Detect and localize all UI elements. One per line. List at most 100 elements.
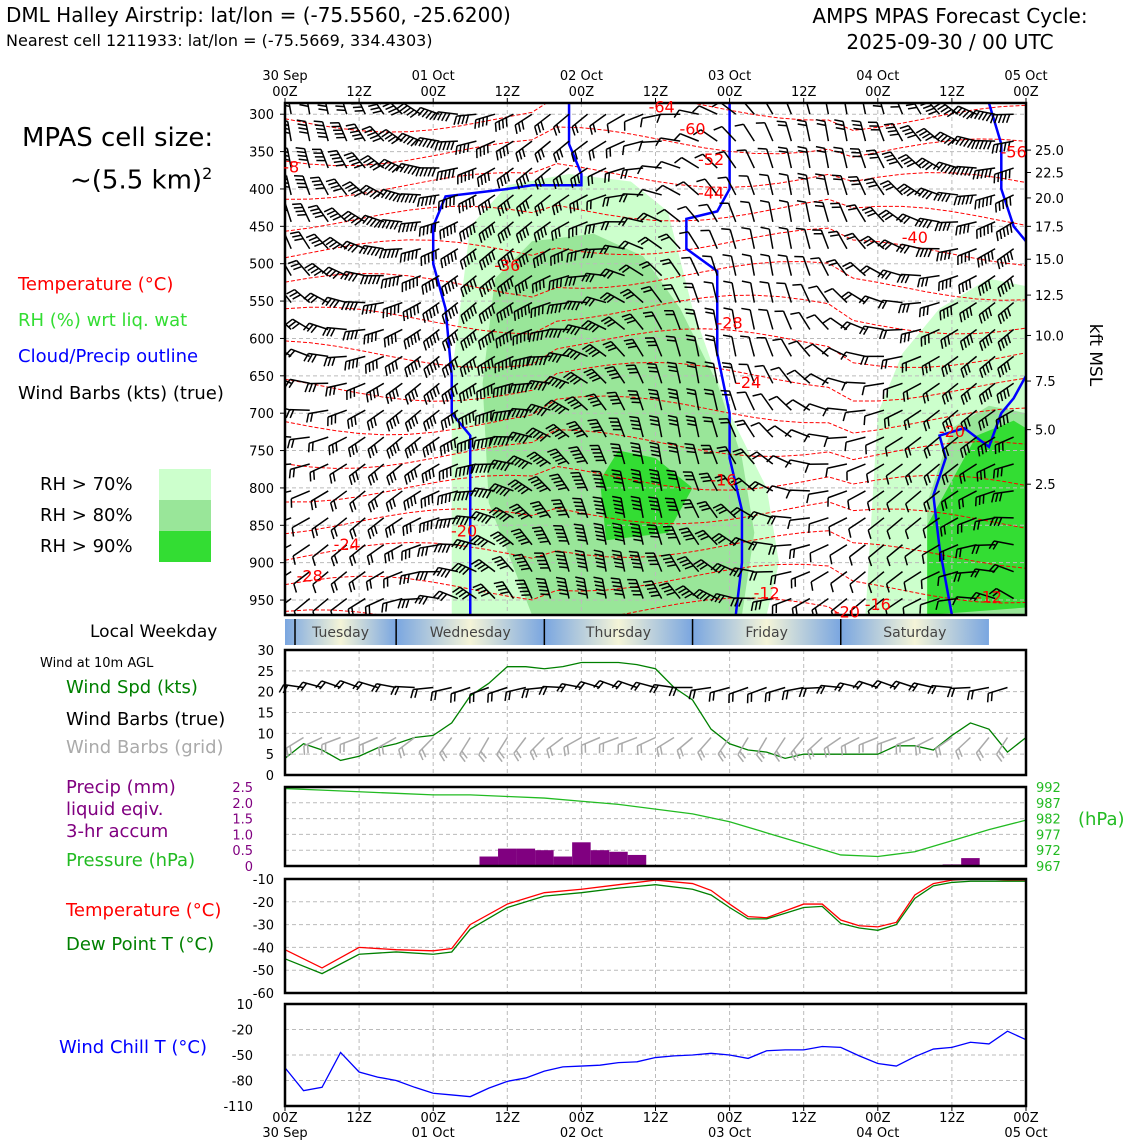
wind-barb: [856, 176, 867, 196]
wind-barb: [731, 336, 737, 357]
surface-wind-barb-flag: [593, 680, 601, 689]
wind-barb-flag: [528, 333, 532, 343]
wind-barb-flag: [846, 235, 856, 241]
wind-barb-flag: [399, 105, 408, 112]
wind-barb-flag: [973, 521, 977, 531]
wind-barb-flag: [503, 229, 508, 239]
wind-barb-flag: [296, 119, 306, 123]
wind-barb-flag: [501, 119, 505, 129]
cell-size-line1: MPAS cell size:: [22, 123, 214, 153]
wind-barb-flag: [638, 142, 643, 152]
wind-barb: [866, 463, 885, 475]
wind-barb-flag: [520, 514, 530, 520]
wind-barb-flag: [900, 274, 906, 284]
wind-barb-flag: [592, 123, 597, 133]
wind-barb-flag: [351, 580, 356, 590]
wind-barb-flag: [485, 256, 490, 266]
wind-barb-flag: [595, 561, 605, 565]
wind-barb-flag: [535, 282, 538, 292]
wind-barb-flag: [369, 553, 374, 563]
wind-barb-flag: [534, 207, 539, 217]
wind-barb-flag: [529, 405, 536, 414]
surface-wind-barb: [765, 686, 786, 694]
wind-barb: [641, 165, 662, 169]
wind-barb-flag: [542, 279, 545, 289]
wind-barb: [302, 175, 311, 196]
wind-barb-flag: [463, 312, 468, 322]
wind-barb-flag: [958, 108, 967, 117]
wind-barb-flag: [285, 409, 291, 419]
wind-barb-flag: [349, 530, 354, 540]
wind-barb-flag: [476, 391, 479, 401]
wind-barb-flag: [584, 225, 588, 235]
wind-barb-flag: [620, 169, 624, 180]
wind-barb-flag: [354, 415, 357, 426]
precip-bar: [609, 851, 628, 866]
wind-barb: [825, 103, 830, 115]
grid-wind-barb-flag: [546, 749, 551, 759]
wind-barb: [691, 283, 700, 303]
wind-barb-flag: [388, 164, 396, 172]
wind-barb-flag: [325, 297, 332, 307]
wind-barb-flag: [325, 387, 328, 397]
grid-wind-barb: [459, 737, 471, 755]
wind-barb: [848, 291, 866, 304]
wind-barb-flag: [536, 331, 540, 341]
wind-barb: [359, 103, 366, 115]
wind-barb-flag: [686, 365, 697, 369]
wind-barb-flag: [486, 386, 490, 396]
wind-barb-flag: [940, 135, 948, 143]
wind-barb-flag: [981, 419, 986, 429]
top-date-label: 03 Oct: [708, 69, 751, 84]
wind-barb: [824, 121, 830, 142]
wind-barb-flag: [444, 284, 448, 294]
wind-barb-flag: [430, 520, 433, 530]
wind-barb: [731, 282, 737, 303]
wind-barb-flag: [625, 342, 635, 346]
wind-barb-flag: [860, 356, 865, 366]
wind-barb-flag: [390, 110, 400, 116]
wind-barb-flag: [562, 324, 569, 333]
wind-barb-flag: [446, 442, 450, 452]
wind-barb-flag: [684, 564, 694, 570]
grid-wind-barb-flag: [717, 753, 724, 762]
wind-barb-flag: [640, 285, 650, 290]
wind-barb-flag: [537, 123, 542, 133]
wind-barb: [748, 336, 756, 357]
wind-barb-flag: [478, 314, 483, 324]
wind-barb-flag: [721, 361, 732, 365]
kft-tick-label: 12.5: [1035, 289, 1064, 304]
wind-barb-flag: [750, 421, 760, 427]
wind-barb-flag: [472, 304, 477, 314]
wind-barb-flag: [455, 540, 462, 549]
surface-wind-barb-flag: [394, 686, 400, 696]
wind-barb: [366, 382, 385, 395]
wind-barb-flag: [376, 387, 380, 397]
wind-barb-flag: [667, 442, 677, 446]
wind-barb-flag: [484, 438, 488, 448]
wind-barb-flag: [506, 172, 510, 182]
wind-barb-flag: [404, 475, 408, 485]
wind-barb-flag: [976, 472, 979, 482]
wind-barb-flag: [489, 436, 495, 446]
chill-ytick-label: -80: [232, 1075, 253, 1090]
wind-barb-flag: [451, 168, 455, 178]
wind-barb-flag: [982, 366, 987, 376]
wind-barb-flag: [452, 586, 461, 594]
wind-barb: [804, 229, 811, 249]
wind-barb-flag: [303, 353, 310, 362]
wind-barb-flag: [740, 335, 750, 338]
wind-barb-flag: [992, 469, 996, 479]
wind-barb-flag: [999, 229, 1003, 240]
wind-barb-flag: [586, 249, 591, 259]
wind-barb-flag: [554, 304, 558, 314]
wind-barb-flag: [581, 344, 591, 351]
temperature-label: -16: [865, 595, 891, 614]
wind-barb-flag: [289, 231, 300, 235]
wind-barb-flag: [311, 442, 314, 452]
wind-barb-flag: [391, 138, 400, 145]
wind-barb-flag: [410, 417, 416, 427]
wind-barb-flag: [494, 412, 499, 422]
wind-barb-flag: [354, 443, 359, 453]
temperature-contour: [285, 261, 1026, 301]
